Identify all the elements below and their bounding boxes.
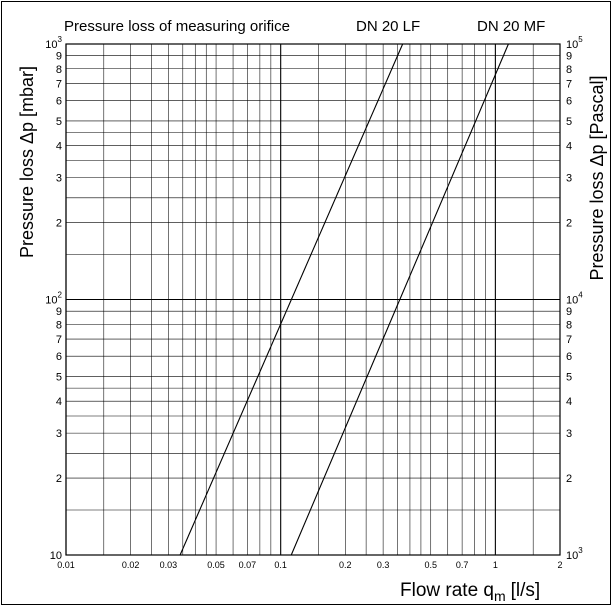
y-tick-label-right: 5 <box>566 371 572 383</box>
x-tick-label: 0.01 <box>57 560 75 570</box>
x-tick-label: 0.05 <box>207 560 225 570</box>
series-line-dn-20-mf <box>290 43 509 556</box>
y-tick-label-right: 103 <box>566 546 583 562</box>
x-tick-label: 0.5 <box>424 560 437 570</box>
y-tick-label-left: 8 <box>56 319 62 331</box>
y-tick-label-left: 3 <box>56 173 62 185</box>
x-axis-label-subscript: m <box>494 588 506 604</box>
y-tick-label-right: 2 <box>566 218 572 230</box>
y-tick-label-right: 104 <box>566 291 583 307</box>
y-tick-label-left: 102 <box>45 291 62 307</box>
y-tick-label-right: 8 <box>566 64 572 76</box>
grid <box>65 43 561 556</box>
y-tick-label-left: 103 <box>45 35 62 51</box>
x-tick-label: 0.7 <box>456 560 469 570</box>
y-axis-label-left: Pressure loss Δp [mbar] <box>17 66 37 258</box>
y-tick-label-right: 7 <box>566 334 572 346</box>
y-tick-label-left: 5 <box>56 371 62 383</box>
x-tick-label: 0.03 <box>160 560 178 570</box>
y-tick-label-left: 2 <box>56 218 62 230</box>
y-tick-label-left: 7 <box>56 334 62 346</box>
x-tick-label: 0.02 <box>122 560 140 570</box>
series-label-dn20-lf: DN 20 LF <box>356 18 420 35</box>
y-tick-label-left: 9 <box>56 51 62 63</box>
y-tick-label-left: 6 <box>56 351 62 363</box>
series-label-dn20-mf: DN 20 MF <box>477 18 545 35</box>
y-tick-label-left: 2 <box>56 473 62 485</box>
y-axis-label-right: Pressure loss Δp [Pascal] <box>587 75 607 280</box>
x-tick-label: 0.2 <box>339 560 352 570</box>
y-tick-label-right: 2 <box>566 473 572 485</box>
y-tick-label-left: 4 <box>56 396 62 408</box>
y-tick-label-right: 9 <box>566 306 572 318</box>
y-tick-label-right: 7 <box>566 79 572 91</box>
y-tick-label-right: 9 <box>566 51 572 63</box>
y-tick-label-left: 10 <box>50 550 62 562</box>
y-tick-label-right: 8 <box>566 319 572 331</box>
x-tick-label: 0.3 <box>377 560 390 570</box>
y-tick-label-right: 3 <box>566 428 572 440</box>
y-tick-label-right: 6 <box>566 96 572 108</box>
x-tick-label: 2 <box>557 560 562 570</box>
y-tick-label-left: 5 <box>56 116 62 128</box>
y-tick-label-right: 4 <box>566 396 572 408</box>
y-tick-label-right: 3 <box>566 173 572 185</box>
y-tick-label-right: 6 <box>566 351 572 363</box>
x-axis-label: Flow rate qm [l/s] <box>400 580 540 604</box>
y-tick-label-right: 4 <box>566 141 572 153</box>
plot-border <box>65 43 561 556</box>
y-tick-label-left: 8 <box>56 64 62 76</box>
y-tick-label-left: 4 <box>56 141 62 153</box>
y-tick-label-right: 105 <box>566 35 583 51</box>
chart-title: Pressure loss of measuring orifice <box>64 18 290 35</box>
x-tick-label: 1 <box>493 560 498 570</box>
x-axis-label-main: Flow rate q <box>400 580 494 601</box>
series-lines <box>179 43 509 556</box>
x-axis-label-unit: [l/s] <box>511 580 541 601</box>
y-tick-label-left: 3 <box>56 428 62 440</box>
y-tick-label-left: 6 <box>56 96 62 108</box>
x-tick-label: 0.07 <box>239 560 257 570</box>
x-tick-label: 0.1 <box>274 560 287 570</box>
y-tick-label-left: 9 <box>56 306 62 318</box>
y-tick-label-right: 5 <box>566 116 572 128</box>
y-tick-label-left: 7 <box>56 79 62 91</box>
tick-labels: 0.01 0.02 0.03 0.05 0.07 0.1 0.2 0.3 0.5 0.7 1 2102… <box>45 35 583 570</box>
series-line-dn-20-lf <box>179 43 404 556</box>
